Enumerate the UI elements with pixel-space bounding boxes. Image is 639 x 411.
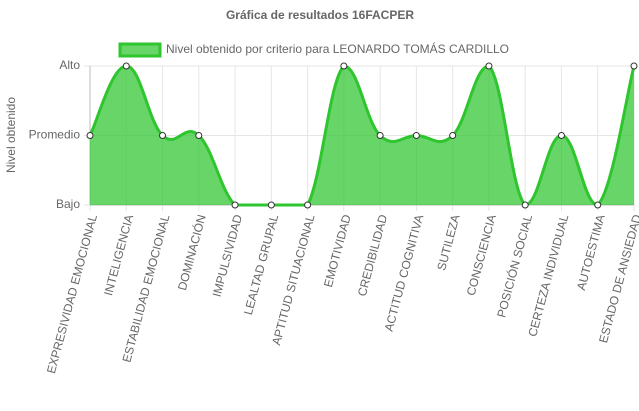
- x-tick-label: IMPULSIVIDAD: [210, 213, 246, 299]
- y-tick-label: Alto: [59, 58, 80, 72]
- point: [304, 201, 312, 209]
- x-tick-label: DOMINACIÓN: [174, 213, 209, 292]
- x-tick-label: AUTOESTIMA: [574, 213, 608, 292]
- point: [557, 132, 565, 139]
- point: [449, 132, 457, 139]
- point: [231, 201, 239, 209]
- area: [90, 66, 634, 205]
- y-axis-title: Nivel obtenido: [4, 97, 18, 173]
- x-tick-label: LEALTAD GRUPAL: [241, 213, 281, 317]
- point: [195, 132, 203, 139]
- legend-label: Nivel obtenido por criterio para LEONARD…: [166, 41, 509, 56]
- line: [88, 64, 636, 207]
- x-tick-label: SUTILEZA: [434, 213, 462, 272]
- x-tick-label: INTELIGENCIA: [101, 213, 136, 297]
- x-tick-label: POSICIÓN SOCIAL: [493, 212, 535, 319]
- point: [267, 201, 275, 209]
- point: [594, 201, 602, 209]
- point: [159, 132, 167, 139]
- x-tick-label: CERTEZA INDIVIDUAL: [525, 213, 571, 338]
- point: [412, 132, 420, 139]
- legend-swatch: [118, 42, 162, 58]
- chart-title: Gráfica de resultados 16FACPER: [226, 8, 414, 22]
- point: [376, 132, 384, 139]
- point: [122, 62, 130, 70]
- point: [521, 201, 529, 209]
- x-tick-label: CREDIBILIDAD: [355, 213, 390, 298]
- y-tick-label: Promedio: [29, 128, 81, 142]
- x-tick-label: ACTITUD COGNITIVA: [382, 213, 427, 333]
- x-tick-label: CONSCIENCIA: [464, 213, 499, 297]
- x-tick-label: EMOTIVIDAD: [321, 213, 354, 289]
- point: [485, 62, 493, 70]
- point: [340, 62, 348, 70]
- x-tick-label: EXPRESIVIDAD EMOCIONAL: [44, 213, 100, 375]
- point: [630, 62, 638, 70]
- y-tick-label: Bajo: [56, 197, 80, 211]
- point: [86, 132, 94, 139]
